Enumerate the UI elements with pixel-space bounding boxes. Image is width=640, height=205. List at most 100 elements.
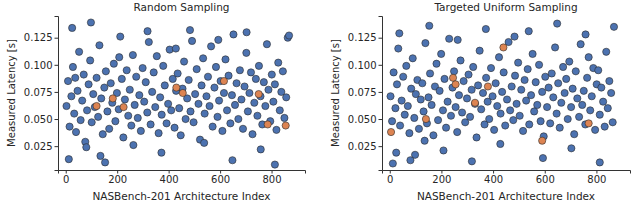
scatter-point [577, 41, 584, 48]
scatter-point [273, 126, 280, 133]
scatter-point [149, 88, 156, 95]
scatter-point [596, 111, 603, 118]
scatter-point [214, 113, 221, 120]
scatter-point [411, 114, 418, 121]
scatter-point [134, 114, 141, 121]
x-tick: 800 [263, 170, 282, 185]
scatter-point [584, 74, 591, 81]
scatter-point [172, 45, 179, 52]
scatter-point [220, 89, 227, 96]
scatter-point [420, 108, 427, 115]
scatter-point [179, 89, 186, 96]
scatter-point [265, 86, 272, 93]
scatter-point [513, 100, 520, 107]
scatter-point [468, 86, 475, 93]
scatter-point [421, 137, 428, 144]
scatter-point [271, 81, 278, 88]
x-axis: 0200400600800 [59, 170, 306, 185]
scatter-point [387, 93, 394, 100]
scatter-point [279, 68, 286, 75]
scatter-point [571, 131, 578, 138]
scatter-point [190, 119, 197, 126]
scatter-point [137, 127, 144, 134]
scatter-point [80, 71, 87, 78]
scatter-point [112, 118, 119, 125]
scatter-point [230, 31, 237, 38]
scatter-point [572, 68, 579, 75]
scatter-point [238, 96, 245, 103]
scatter-point [121, 96, 128, 103]
scatter-point [215, 97, 222, 104]
scatter-point [606, 77, 613, 84]
y-axis: 0.0250.0500.0750.1000.125 [24, 17, 59, 171]
scatter-point [438, 50, 445, 57]
scatter-point [486, 115, 493, 122]
scatter-point [603, 48, 610, 55]
scatter-point [83, 107, 90, 114]
scatter-point [491, 126, 498, 133]
scatter-point [185, 76, 192, 83]
y-tick: 0.050 [348, 114, 382, 125]
scatter-point [165, 100, 172, 107]
scatter-point [587, 107, 594, 114]
scatter-point [192, 90, 199, 97]
scatter-point [396, 122, 403, 129]
x-tick: 0 [387, 170, 393, 185]
scatter-point [95, 113, 102, 120]
scatter-point [434, 117, 441, 124]
scatter-point [393, 149, 400, 156]
scatter-point [235, 115, 242, 122]
scatter-point [87, 57, 94, 64]
scatter-point [161, 82, 168, 89]
scatter-point [425, 94, 432, 101]
x-tick: 400 [160, 170, 179, 185]
scatter-point [430, 132, 437, 139]
scatter-point [441, 75, 448, 82]
scatter-point [601, 123, 608, 130]
y-tick-mark [55, 65, 59, 66]
scatter-point [403, 62, 410, 69]
scatter-point [209, 123, 216, 130]
scatter-point [153, 53, 160, 60]
scatter-point [251, 99, 258, 106]
scatter-point [579, 101, 586, 108]
points [387, 20, 618, 167]
scatter-point [229, 157, 236, 164]
x-tick: 400 [484, 170, 503, 185]
y-tick-label: 0.025 [348, 141, 377, 152]
scatter-point [535, 61, 542, 68]
scatter-point [243, 29, 250, 36]
scatter-point [168, 107, 175, 114]
scatter-point [527, 92, 534, 99]
points [63, 19, 293, 168]
scatter-point [203, 93, 210, 100]
scatter-point [555, 80, 562, 87]
scatter-point [483, 74, 490, 81]
y-tick-label: 0.075 [24, 87, 53, 98]
scatter-point [255, 62, 262, 69]
y-tick-label: 0.050 [24, 114, 53, 125]
scatter-point [396, 30, 403, 37]
scatter-point [72, 74, 79, 81]
scatter-point [249, 131, 256, 138]
scatter-point [87, 19, 94, 26]
scatter-point [133, 73, 140, 80]
scatter-point [219, 127, 226, 134]
scatter-point [387, 128, 394, 135]
x-tick-label: 0 [387, 174, 393, 185]
scatter-point [400, 73, 407, 80]
scatter-point [215, 36, 222, 43]
scatter-point [271, 161, 278, 168]
x-tick-label: 0 [63, 174, 69, 185]
scatter-point [487, 64, 494, 71]
y-tick: 0.075 [24, 87, 58, 98]
scatter-point [440, 147, 447, 154]
y-tick-label: 0.100 [24, 60, 53, 71]
scatter-point [141, 98, 148, 105]
y-tick: 0.100 [348, 60, 382, 71]
scatter-point [479, 89, 486, 96]
scatter-point [211, 84, 218, 91]
x-tick: 0 [63, 170, 69, 185]
scatter-point [518, 86, 525, 93]
scatter-point [222, 56, 229, 63]
